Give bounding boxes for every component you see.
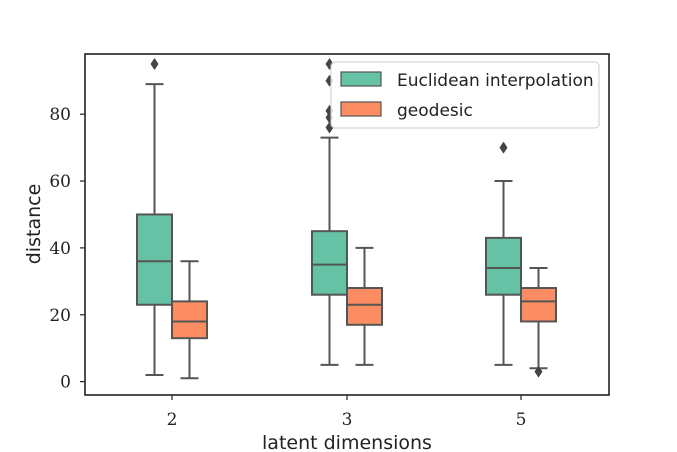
y-tick-label: 60 — [49, 172, 71, 192]
x-axis-title: latent dimensions — [262, 432, 432, 452]
box-euclidean-2 — [136, 58, 173, 376]
x-axis-ticks: 2 3 5 — [167, 395, 527, 430]
x-tick-label: 2 — [167, 410, 178, 430]
box-iqr — [485, 236, 522, 296]
box-geodesic-3 — [346, 246, 383, 366]
box-iqr — [136, 213, 173, 306]
outlier-point — [499, 141, 508, 154]
y-tick-label: 0 — [60, 373, 71, 393]
box-euclidean-5 — [485, 141, 522, 366]
y-axis-title: distance — [23, 184, 45, 265]
outlier-point — [534, 365, 543, 378]
box-geodesic-5 — [520, 266, 557, 378]
legend-label-euclidean: Euclidean interpolation — [397, 71, 594, 91]
legend-label-geodesic: geodesic — [397, 101, 473, 121]
box-geodesic-2 — [171, 260, 208, 380]
box-iqr — [171, 300, 208, 340]
box-iqr — [346, 287, 383, 326]
box-iqr — [520, 287, 557, 323]
y-tick-label: 20 — [49, 306, 71, 326]
outlier-point — [150, 58, 159, 71]
legend-swatch-geodesic — [340, 101, 382, 117]
box-iqr — [311, 230, 348, 296]
x-tick-label: 3 — [342, 410, 353, 430]
legend: Euclidean interpolation geodesic — [330, 61, 600, 129]
y-tick-label: 80 — [49, 105, 71, 125]
y-axis-ticks: 0 20 40 60 80 — [49, 105, 85, 393]
x-tick-label: 5 — [516, 410, 527, 430]
legend-frame — [330, 61, 600, 129]
y-tick-label: 40 — [49, 239, 71, 259]
legend-swatch-euclidean — [340, 71, 382, 87]
